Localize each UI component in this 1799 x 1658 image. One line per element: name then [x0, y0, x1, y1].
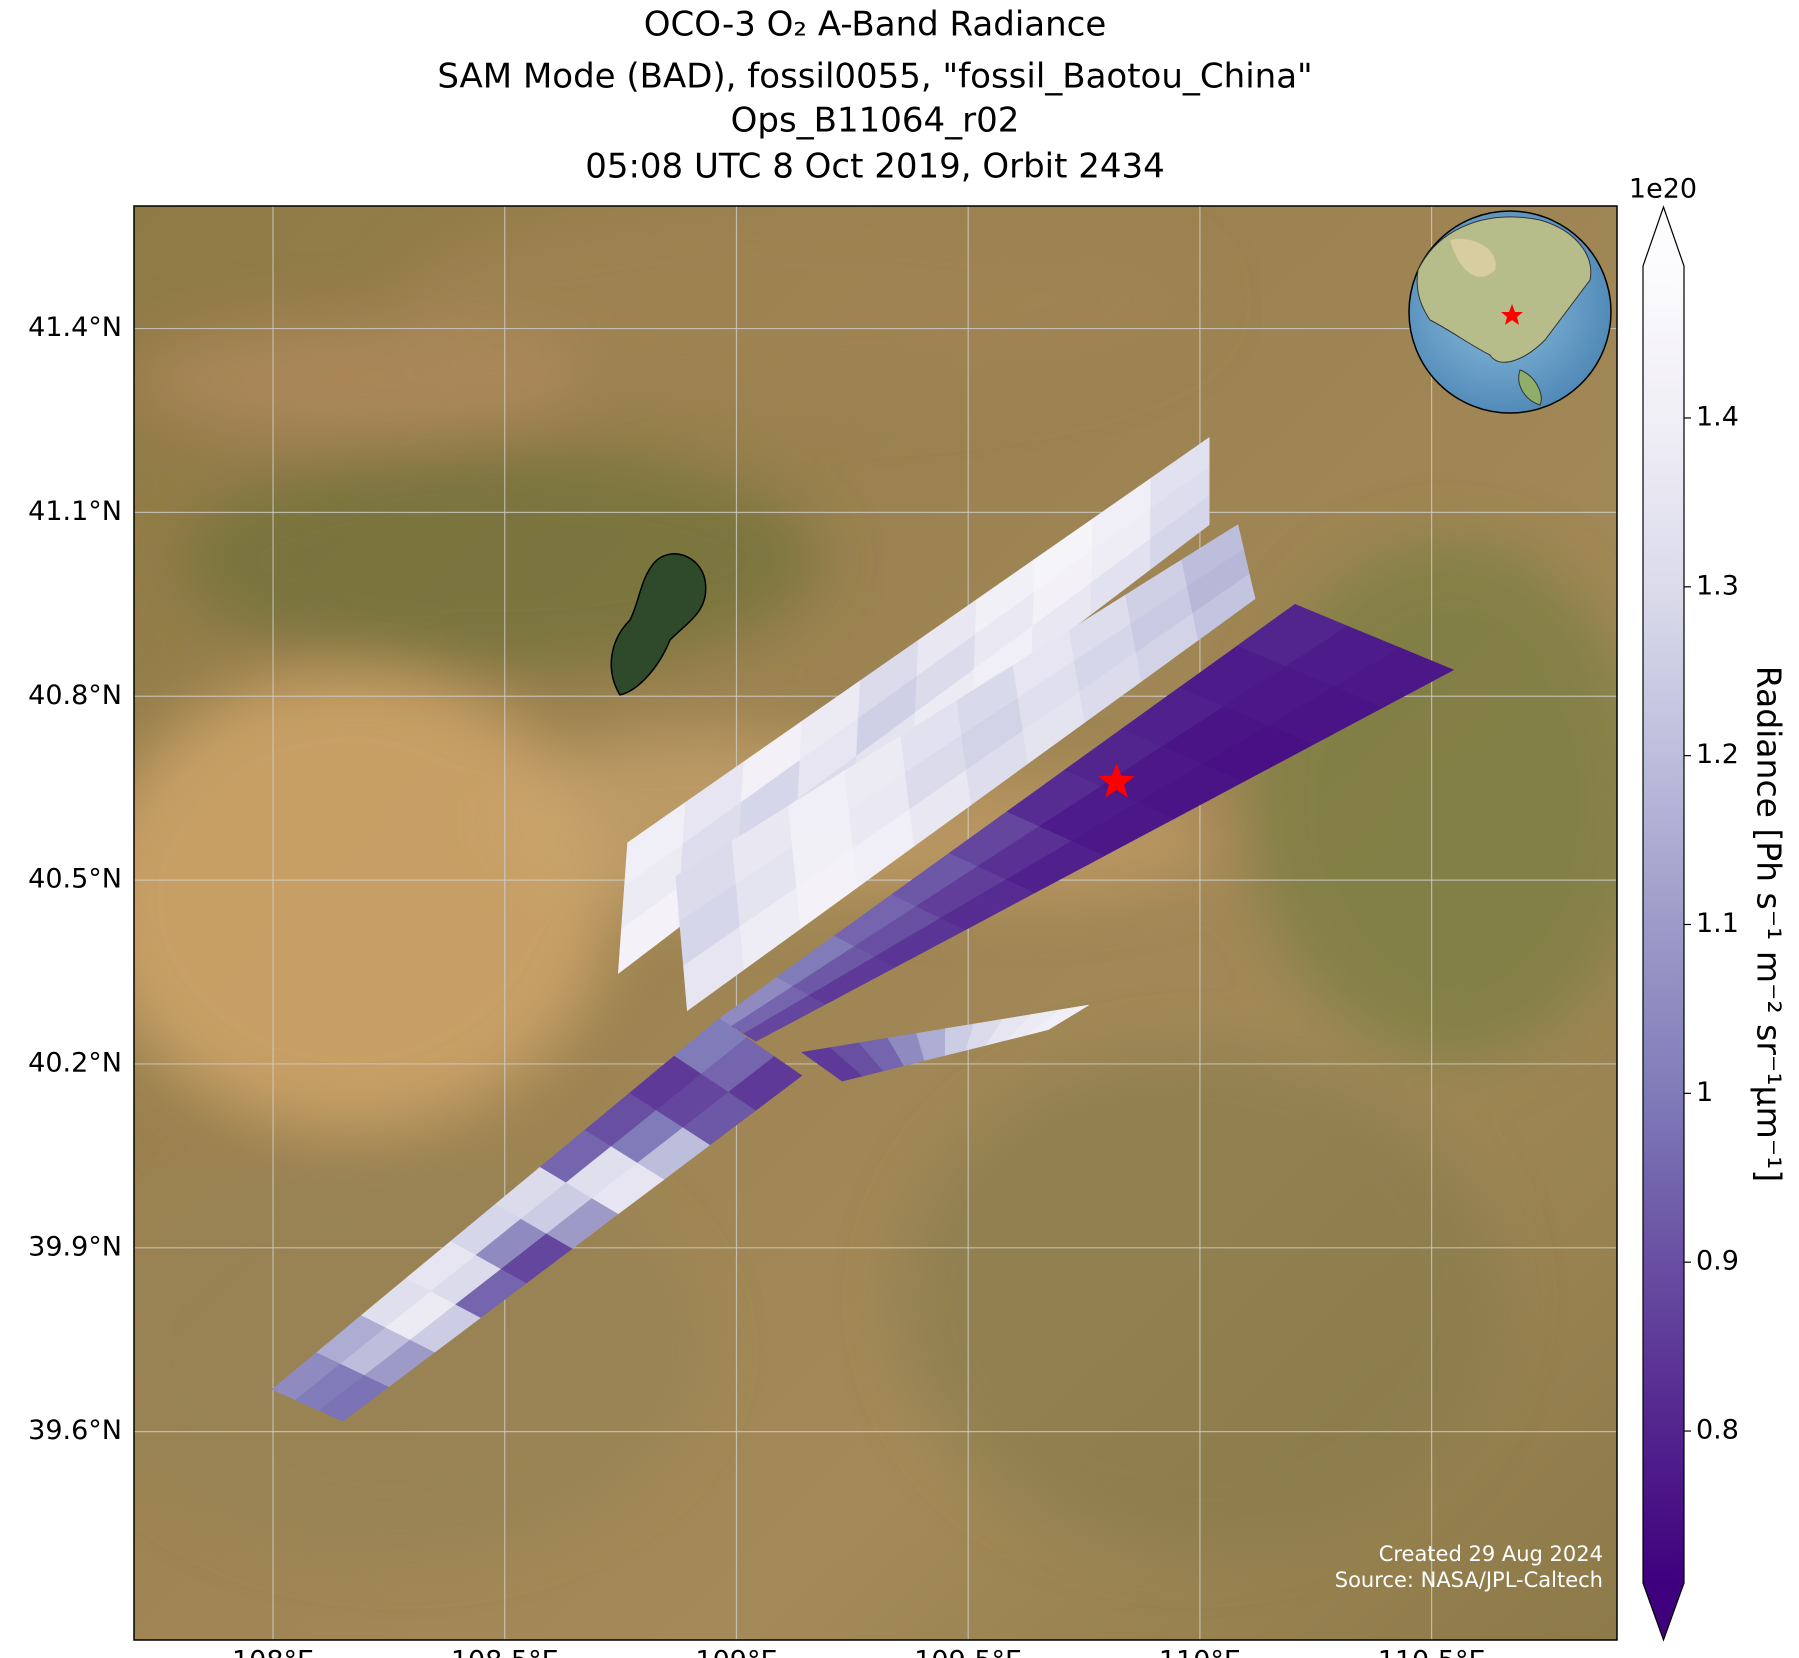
swath-cell — [1334, 647, 1455, 708]
y-tick-label: 40.2°N — [28, 1047, 122, 1078]
globe-inset — [1408, 210, 1612, 414]
colorbar-label: Radiance [Ph s⁻¹ m⁻² sr⁻¹μm⁻¹] — [1750, 666, 1789, 1182]
y-tick-label: 41.4°N — [28, 312, 122, 343]
y-tick-label: 39.9°N — [28, 1231, 122, 1262]
x-tick-label: 110.5°E — [1378, 1646, 1486, 1658]
colorbar-extend-max — [1643, 207, 1684, 266]
swaths — [271, 437, 1455, 1422]
y-tick-label: 40.5°N — [28, 864, 122, 895]
colorbar-tick-label: 1 — [1696, 1077, 1713, 1108]
colorbar-extend-min — [1643, 1583, 1684, 1640]
y-tick-label: 39.6°N — [28, 1415, 122, 1446]
target-marker — [1098, 763, 1135, 798]
swath-cell — [1149, 495, 1210, 571]
title: 05:08 UTC 8 Oct 2019, Orbit 2434 — [585, 147, 1165, 187]
swath-cell — [1027, 1004, 1089, 1036]
colorbar-offset: 1e20 — [1629, 174, 1697, 205]
x-tick-label: 108.5°E — [451, 1646, 559, 1658]
swath-cell — [1192, 573, 1256, 641]
title-block: OCO-3 O₂ A-Band Radiance SAM Mode (BAD),… — [437, 5, 1312, 187]
map-frame — [133, 205, 1618, 1641]
credit: Source: NASA/JPL-Caltech — [1335, 1568, 1603, 1592]
colorbar-outline — [1642, 205, 1685, 1642]
y-tick-label: 40.8°N — [28, 680, 122, 711]
x-tick-label: 108°E — [232, 1646, 314, 1658]
colorbar-tick-label: 0.9 — [1696, 1246, 1739, 1277]
title: SAM Mode (BAD), fossil0055, "fossil_Baot… — [437, 57, 1312, 97]
y-tick-label: 41.1°N — [28, 496, 122, 527]
x-tick-label: 109.5°E — [914, 1646, 1022, 1658]
x-tick-label: 109°E — [695, 1646, 777, 1658]
colorbar-tick-label: 1.1 — [1696, 908, 1739, 939]
colorbar-tick-label: 0.8 — [1696, 1415, 1739, 1446]
colorbar-tick-label: 1.3 — [1696, 570, 1739, 601]
colorbar-tick-label: 1.4 — [1696, 401, 1739, 432]
title: Ops_B11064_r02 — [731, 101, 1020, 141]
credit: Created 29 Aug 2024 — [1379, 1542, 1603, 1566]
lake — [610, 553, 707, 696]
colorbar-tick-label: 1.2 — [1696, 739, 1739, 770]
colorbar-body — [1643, 266, 1684, 1583]
swath-cell — [728, 1056, 803, 1111]
colorbar: 0.8 0.9 1 1.1 1.2 1.3 1.4 — [1642, 205, 1739, 1642]
x-tick-label: 110°E — [1159, 1646, 1241, 1658]
title: OCO-3 O₂ A-Band Radiance — [644, 5, 1107, 45]
